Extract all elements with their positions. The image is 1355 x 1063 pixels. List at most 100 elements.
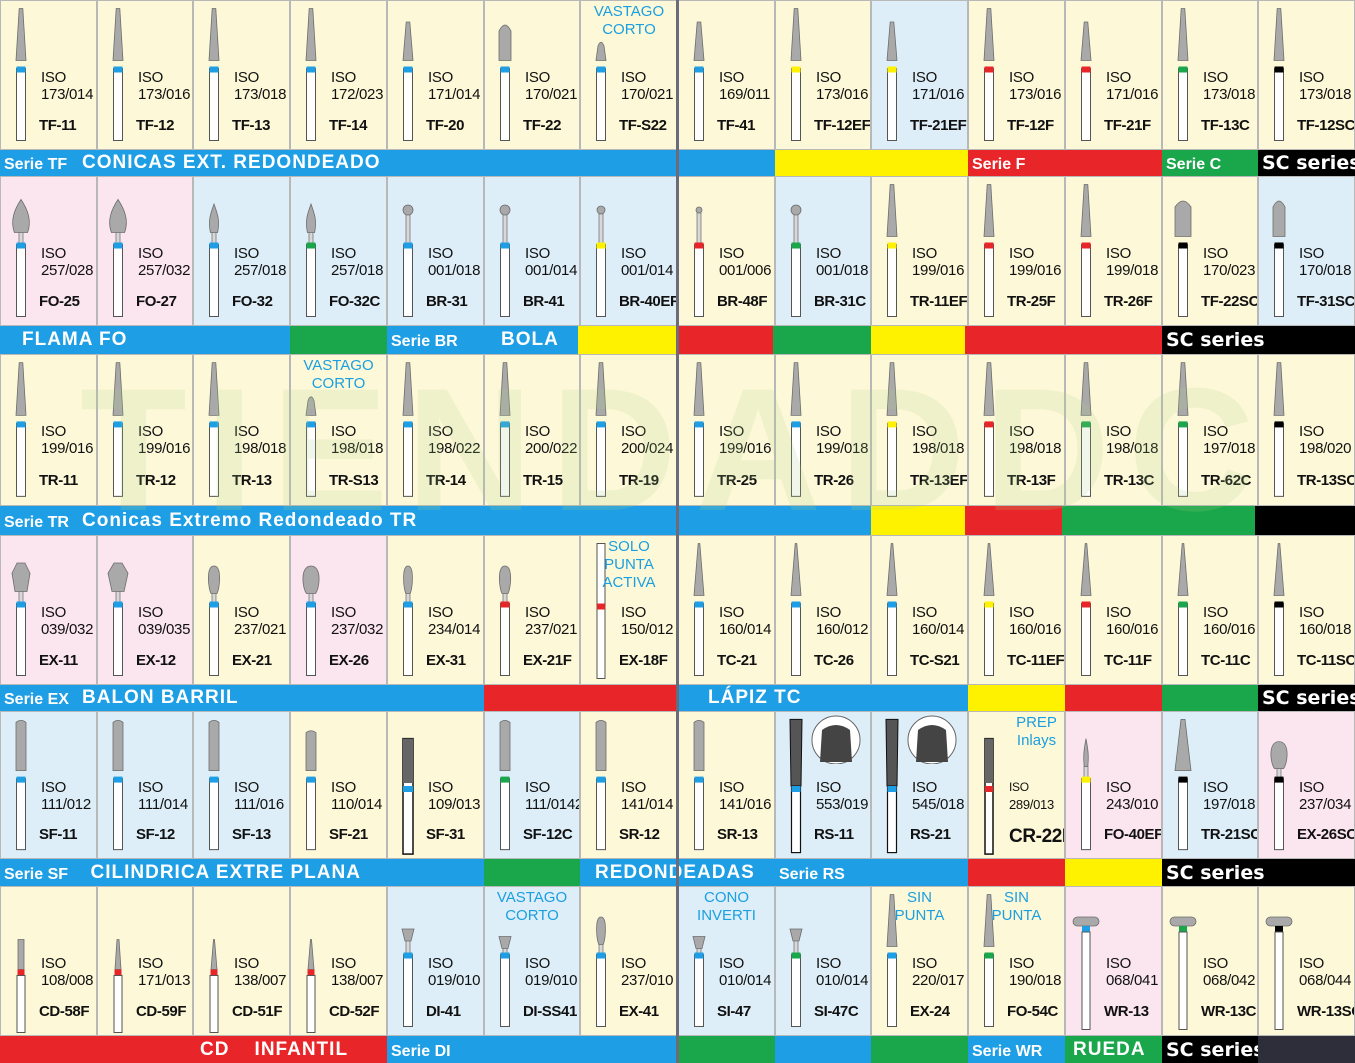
iso-spec: ISO 198/020 bbox=[1299, 423, 1351, 457]
iso-size: 197/018 bbox=[1203, 795, 1256, 813]
bur-illustration bbox=[596, 205, 606, 317]
series-label: Serie TR bbox=[4, 513, 69, 531]
bur-card: ISO 169/011 TF-41 bbox=[678, 0, 775, 150]
bur-code: FO-32 bbox=[232, 292, 273, 310]
bur-code: TC-26 bbox=[814, 651, 854, 669]
bur-illustration bbox=[595, 720, 607, 851]
series-band bbox=[965, 326, 1162, 354]
iso-spec: ISO 160/016 bbox=[1009, 604, 1061, 638]
profile-inset-icon bbox=[811, 715, 861, 764]
iso-spec: ISO 200/024 bbox=[621, 423, 673, 457]
iso-label: ISO bbox=[1009, 244, 1034, 262]
iso-size: 010/014 bbox=[816, 971, 869, 989]
bur-illustration bbox=[886, 21, 898, 141]
bur-card: ISO 173/016 TF-12 bbox=[97, 0, 193, 150]
bur-code: TF-13 bbox=[232, 116, 271, 134]
series-band: Serie RS bbox=[775, 859, 968, 886]
iso-size: 289/013 bbox=[1009, 796, 1054, 812]
bur-code: TR-11 bbox=[39, 472, 78, 490]
iso-label: ISO bbox=[428, 244, 453, 262]
iso-size: 237/021 bbox=[525, 620, 578, 638]
bur-code: TF-21EF bbox=[910, 116, 967, 134]
bur-card: ISO 545/018 RS-21 bbox=[871, 711, 968, 859]
iso-label: ISO bbox=[912, 778, 937, 796]
bur-illustration bbox=[595, 362, 607, 497]
bur-illustration bbox=[499, 720, 511, 851]
iso-spec: ISO 019/010 bbox=[525, 955, 577, 989]
series-title: LÁPIZ TC bbox=[708, 687, 802, 708]
iso-size: 170/023 bbox=[1203, 261, 1256, 279]
bur-illustration bbox=[1080, 21, 1092, 141]
iso-spec: ISO 197/018 bbox=[1203, 423, 1255, 457]
bur-illustration bbox=[886, 543, 898, 676]
iso-size: 237/010 bbox=[621, 971, 674, 989]
bur-illustration bbox=[15, 362, 27, 497]
bur-code: FO-25 bbox=[39, 292, 80, 310]
iso-label: ISO bbox=[816, 244, 841, 262]
bur-card: ISO 160/016 TC-11EF bbox=[968, 535, 1065, 685]
series-band bbox=[965, 506, 1062, 535]
bur-card: SIN PUNTA ISO 190/018 FO-54C bbox=[968, 886, 1065, 1036]
bur-card: ISO 200/024 TR-19 bbox=[580, 354, 678, 506]
bur-illustration bbox=[107, 562, 129, 676]
bur-code: FO-32C bbox=[329, 292, 380, 310]
bur-illustration bbox=[207, 565, 221, 676]
bur-illustration bbox=[499, 204, 511, 317]
bur-illustration bbox=[305, 8, 317, 141]
iso-size: 001/014 bbox=[525, 261, 578, 279]
bur-illustration bbox=[306, 202, 316, 317]
iso-spec: ISO 197/018 bbox=[1203, 779, 1255, 813]
iso-size: 198/018 bbox=[234, 440, 287, 458]
iso-label: ISO bbox=[719, 68, 744, 86]
iso-label: ISO bbox=[719, 954, 744, 972]
bur-illustration bbox=[1174, 719, 1192, 851]
bur-illustration bbox=[1177, 362, 1189, 497]
bur-note: VASTAGO CORTO bbox=[593, 3, 665, 38]
bur-code: EX-11 bbox=[39, 651, 78, 669]
bur-card: ISO 257/018 FO-32 bbox=[193, 176, 290, 326]
bur-illustration bbox=[402, 362, 414, 497]
iso-label: ISO bbox=[816, 423, 841, 441]
iso-label: ISO bbox=[1106, 954, 1131, 972]
bur-code: TF-12SC bbox=[1297, 116, 1355, 134]
iso-size: 111/0142 bbox=[525, 795, 580, 813]
bur-code: SF-12C bbox=[523, 825, 573, 843]
bur-illustration bbox=[12, 198, 30, 317]
iso-size: 141/014 bbox=[621, 795, 674, 813]
iso-spec: ISO 160/014 bbox=[912, 604, 964, 638]
iso-label: ISO bbox=[1299, 68, 1324, 86]
bur-illustration bbox=[1273, 543, 1285, 676]
bur-code: TF-11 bbox=[39, 116, 77, 134]
iso-spec: ISO 170/023 bbox=[1203, 245, 1255, 279]
iso-spec: ISO 199/016 bbox=[912, 245, 964, 279]
bur-card: ISO 237/010 EX-41 bbox=[580, 886, 678, 1036]
iso-label: ISO bbox=[525, 778, 550, 796]
iso-size: 001/018 bbox=[428, 261, 481, 279]
iso-size: 001/014 bbox=[621, 261, 674, 279]
iso-label: ISO bbox=[234, 954, 259, 972]
iso-size: 173/018 bbox=[1299, 85, 1352, 103]
series-band: Serie BR BOLA bbox=[387, 326, 578, 354]
iso-label: ISO bbox=[1299, 603, 1324, 621]
iso-spec: ISO 173/016 bbox=[138, 69, 190, 103]
bur-card: ISO 001/006 BR-48F bbox=[678, 176, 775, 326]
bur-code: TC-11EF bbox=[1007, 651, 1065, 669]
iso-size: 198/022 bbox=[428, 440, 481, 458]
iso-spec: ISO 160/016 bbox=[1203, 604, 1255, 638]
iso-size: 160/016 bbox=[1106, 620, 1159, 638]
bur-illustration bbox=[305, 730, 317, 851]
bur-card: ISO 039/032 EX-11 bbox=[0, 535, 97, 685]
bur-card: ISO 257/028 FO-25 bbox=[0, 176, 97, 326]
bur-code: EX-41 bbox=[619, 1002, 659, 1020]
bur-card: ISO 198/018 TR-13 bbox=[193, 354, 290, 506]
bur-illustration bbox=[694, 206, 704, 317]
iso-size: 173/014 bbox=[41, 85, 94, 103]
bur-code: CD-51F bbox=[232, 1002, 283, 1020]
bur-illustration bbox=[595, 41, 607, 141]
bur-card: PREP Inlays ISO 289/013 CR-22F bbox=[968, 711, 1065, 859]
iso-size: 237/021 bbox=[234, 620, 287, 638]
iso-spec: ISO 010/014 bbox=[719, 955, 771, 989]
iso-label: ISO bbox=[912, 603, 937, 621]
bur-illustration bbox=[208, 8, 220, 141]
